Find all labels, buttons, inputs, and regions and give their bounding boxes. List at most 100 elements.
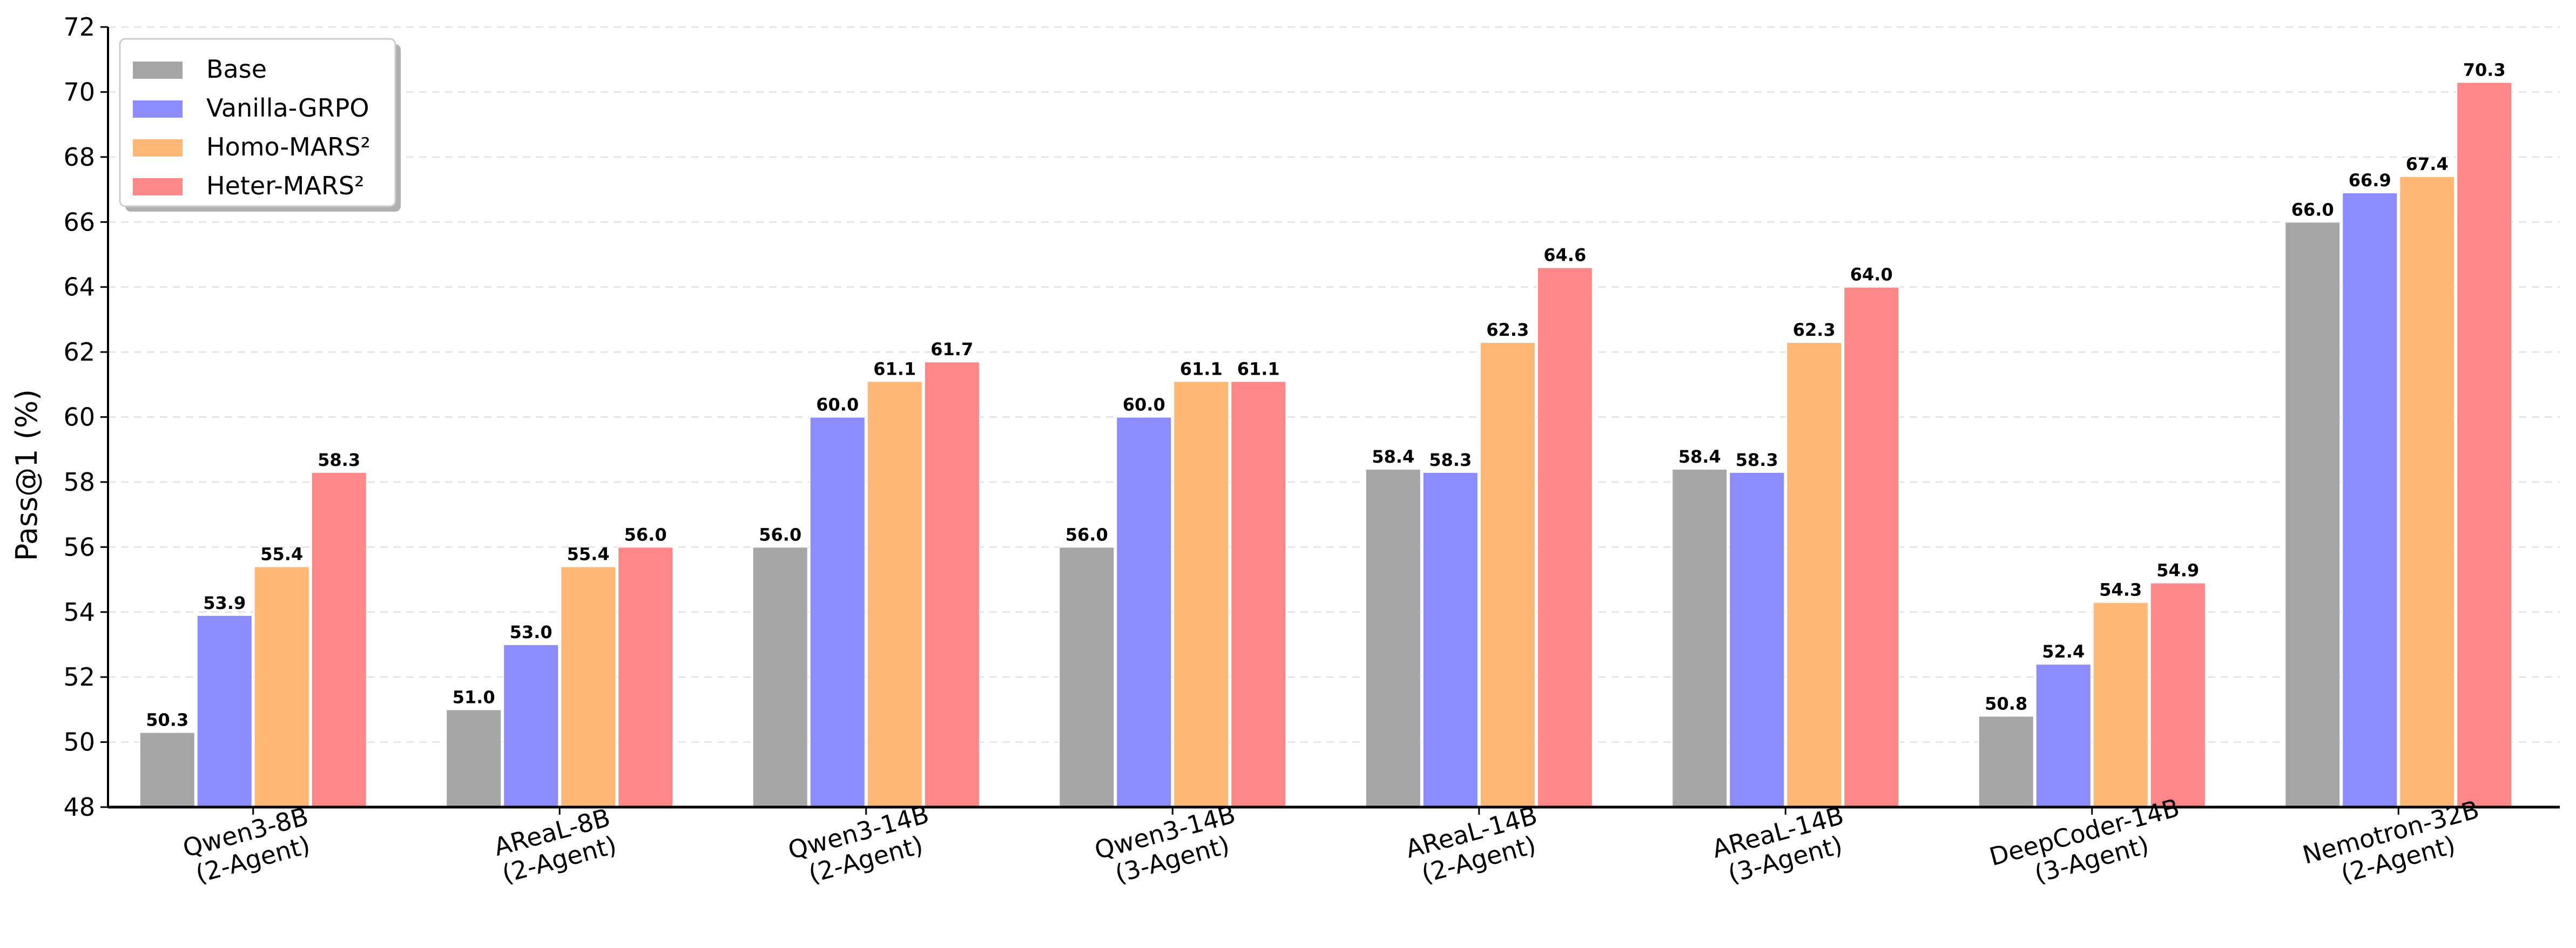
bar-vanilla-grpo-7 (2342, 192, 2398, 808)
x-category-label: Nemotron-32B(2-Agent) (2299, 795, 2482, 889)
value-label: 55.4 (567, 544, 610, 564)
bar-homo-mars--1 (560, 566, 617, 808)
value-label: 56.0 (759, 524, 801, 545)
value-labels: 50.3 53.9 55.4 58.3 51.0 53.0 55.4 56.0 56.0 60.0… (146, 59, 2505, 730)
bar-homo-mars--3 (1173, 381, 1230, 808)
value-label: 61.1 (1180, 358, 1223, 379)
value-label: 58.3 (318, 450, 360, 470)
legend-swatch (133, 178, 183, 195)
bar-vanilla-grpo-4 (1422, 471, 1479, 808)
value-label: 70.3 (2463, 59, 2506, 80)
legend-swatch (133, 139, 183, 157)
bar-heter-mars--5 (1843, 286, 1900, 808)
y-axis-label: Pass@1 (%) (10, 389, 44, 561)
value-label: 58.3 (1736, 450, 1778, 470)
legend-label: Heter-MARS² (206, 171, 365, 200)
y-tick-label: 60 (63, 403, 95, 432)
value-label: 51.0 (453, 687, 495, 707)
value-label: 56.0 (1066, 524, 1108, 545)
y-tick-label: 72 (63, 12, 95, 42)
y-tick-label: 50 (63, 728, 95, 757)
bars (139, 82, 2513, 808)
bar-base-7 (2284, 221, 2341, 808)
y-tick-label: 52 (63, 662, 95, 692)
bar-vanilla-grpo-0 (196, 614, 253, 808)
bar-homo-mars--4 (1479, 342, 1536, 808)
legend-swatch (133, 100, 183, 118)
y-tick-label: 64 (63, 273, 95, 302)
bar-heter-mars--4 (1536, 267, 1593, 808)
value-label: 60.0 (816, 395, 859, 415)
value-label: 61.1 (1237, 358, 1280, 379)
x-category-label: AReaL-8B(2-Agent) (491, 803, 619, 889)
y-tick-label: 62 (63, 337, 95, 367)
bar-base-6 (1978, 715, 2034, 808)
bar-vanilla-grpo-3 (1116, 416, 1172, 808)
bar-heter-mars--0 (311, 471, 367, 808)
y-tick-label: 70 (63, 77, 95, 106)
value-label: 61.7 (930, 339, 973, 360)
y-tick-label: 66 (63, 207, 95, 236)
value-label: 50.3 (146, 710, 188, 730)
bar-base-4 (1365, 468, 1421, 808)
grid-lines (108, 26, 2560, 743)
x-category-label: AReaL-14B(3-Agent) (1709, 801, 1847, 889)
value-label: 67.4 (2406, 154, 2449, 174)
bar-heter-mars--2 (923, 361, 980, 808)
bar-heter-mars--7 (2456, 82, 2513, 808)
value-label: 58.4 (1372, 446, 1414, 467)
value-label: 61.1 (873, 358, 916, 379)
y-tick-label: 58 (63, 468, 95, 497)
bar-base-5 (1671, 468, 1728, 808)
x-category-label: AReaL-14B(2-Agent) (1402, 801, 1540, 889)
value-label: 60.0 (1123, 395, 1165, 415)
value-label: 64.0 (1850, 265, 1893, 285)
x-category-label: Qwen3-14B(2-Agent) (785, 800, 932, 889)
value-label: 62.3 (1486, 320, 1529, 340)
legend-label: Base (206, 55, 267, 84)
legend-box (119, 38, 396, 207)
y-tick-label: 68 (63, 143, 95, 172)
bar-base-3 (1058, 546, 1115, 808)
value-label: 56.0 (624, 524, 667, 545)
legend-swatch (133, 62, 183, 79)
value-label: 58.3 (1429, 450, 1472, 470)
bar-homo-mars--2 (866, 381, 923, 808)
bar-base-1 (446, 709, 502, 808)
x-category-label: DeepCoder-14B(3-Agent) (1986, 793, 2182, 889)
legend-label: Homo-MARS² (206, 132, 370, 161)
bar-heter-mars--3 (1230, 381, 1287, 808)
value-label: 66.0 (2291, 199, 2334, 220)
value-label: 53.0 (510, 622, 552, 642)
bar-heter-mars--1 (617, 546, 674, 808)
bar-vanilla-grpo-2 (809, 416, 866, 808)
x-category-label: Qwen3-14B(3-Agent) (1091, 800, 1238, 889)
bar-base-0 (139, 732, 195, 808)
bar-homo-mars--6 (2092, 601, 2149, 808)
value-label: 53.9 (203, 593, 246, 613)
value-label: 54.9 (2156, 560, 2199, 581)
bar-vanilla-grpo-5 (1729, 471, 1785, 808)
bar-vanilla-grpo-6 (2035, 663, 2092, 808)
value-label: 64.6 (1543, 245, 1586, 266)
bar-homo-mars--0 (253, 566, 310, 808)
value-label: 66.9 (2349, 170, 2391, 191)
bar-heter-mars--6 (2149, 582, 2206, 808)
value-label: 52.4 (2042, 641, 2085, 662)
bar-homo-mars--5 (1786, 342, 1843, 808)
y-tick-label: 54 (63, 598, 95, 627)
value-label: 54.3 (2099, 580, 2142, 600)
x-category-label: Qwen3-8B(2-Agent) (180, 802, 313, 889)
value-label: 55.4 (260, 544, 303, 564)
legend: Base Vanilla-GRPO Homo-MARS² Heter-MARS² (119, 38, 401, 212)
bar-vanilla-grpo-1 (503, 644, 559, 808)
value-label: 50.8 (1985, 693, 2027, 714)
bar-homo-mars--7 (2399, 175, 2456, 808)
bar-base-2 (752, 546, 808, 808)
y-tick-label: 48 (63, 793, 95, 822)
legend-label: Vanilla-GRPO (206, 93, 369, 123)
y-tick-label: 56 (63, 532, 95, 561)
value-label: 62.3 (1793, 320, 1836, 340)
value-label: 58.4 (1678, 446, 1721, 467)
